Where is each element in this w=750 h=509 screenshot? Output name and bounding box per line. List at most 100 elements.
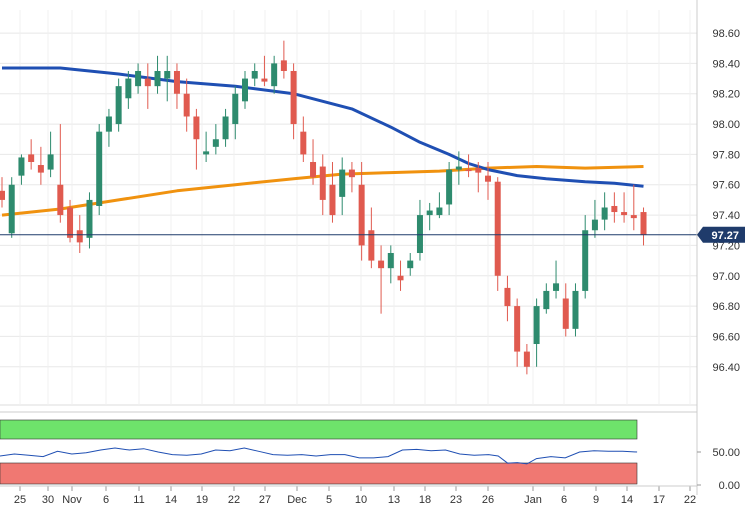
candle [280, 40, 287, 79]
candle-body [475, 168, 482, 173]
current-price-tag-shape [697, 226, 745, 243]
candle [57, 124, 64, 223]
candle [436, 192, 443, 219]
x-tick-label: Jan [524, 494, 542, 506]
candle [183, 78, 190, 132]
candle [426, 202, 433, 231]
candle [251, 63, 258, 87]
y-tick-label: 97.20 [712, 240, 740, 252]
candle [475, 161, 482, 193]
x-tick-label: 9 [593, 494, 599, 506]
candle-body [387, 253, 394, 269]
candle-body [154, 70, 161, 87]
candle-body [37, 165, 44, 173]
candle-body [601, 207, 608, 220]
candle [0, 177, 5, 208]
oversold-zone [0, 462, 638, 485]
candle [115, 78, 122, 132]
candle-body [193, 116, 200, 140]
main-grid [0, 10, 697, 406]
y-tick-label: 96.80 [712, 301, 740, 313]
candle [37, 146, 44, 185]
main-y-axis: 98.60 98.40 98.20 98.00 97.80 97.60 97.40 97.20… [696, 0, 740, 495]
y-tick-label: 98.40 [712, 58, 740, 70]
candle [154, 55, 161, 94]
y-tick-label: 97.40 [712, 210, 740, 222]
candle-body [397, 275, 404, 281]
candle [18, 154, 25, 185]
candle [232, 86, 239, 140]
candle [640, 207, 647, 246]
y-tick-label: 98.00 [712, 119, 740, 131]
x-tick-label: 14 [621, 494, 633, 506]
x-tick-label: 18 [419, 494, 431, 506]
candle-body [446, 169, 453, 205]
candle [630, 184, 637, 231]
x-tick-label: 30 [42, 494, 54, 506]
candle-body [280, 60, 287, 71]
x-tick-label: 5 [326, 494, 332, 506]
candle [446, 161, 453, 216]
candle [465, 154, 472, 178]
candle-body [591, 219, 598, 231]
candle-body [125, 78, 132, 99]
candle [135, 63, 142, 94]
candle-body [329, 184, 336, 216]
candle [533, 298, 540, 367]
candle-body [533, 306, 540, 345]
overbought-zone [0, 419, 638, 440]
current-price-label: 97.27 [711, 230, 739, 242]
candle-body [465, 169, 472, 172]
candle [368, 207, 375, 269]
candle [582, 215, 589, 299]
candle-body [640, 212, 647, 235]
x-tick-label: 22 [228, 494, 240, 506]
candle [96, 124, 103, 216]
candle-body [47, 154, 54, 170]
candle [348, 161, 355, 193]
candle-body [319, 166, 326, 200]
candle [105, 108, 112, 147]
candle-body [348, 169, 355, 178]
candle [47, 131, 54, 178]
candle-body [203, 151, 210, 155]
candle [407, 253, 414, 276]
y-tick-label: 97.60 [712, 180, 740, 192]
candle-body [407, 260, 414, 269]
candle [261, 55, 268, 87]
candle-body [57, 184, 64, 216]
candle [173, 63, 180, 109]
candle-body [251, 70, 258, 79]
candle [523, 344, 530, 375]
x-tick-label: 19 [196, 494, 208, 506]
candle [242, 70, 248, 109]
candle [193, 108, 200, 170]
candle [310, 139, 317, 185]
candle [125, 70, 132, 109]
candle-body [416, 215, 423, 254]
candle-body [18, 157, 25, 176]
candle [504, 275, 511, 322]
candle [572, 283, 579, 337]
candle [543, 283, 550, 314]
candle-body [368, 230, 375, 261]
candle-body [514, 306, 521, 352]
candle [387, 245, 394, 284]
y-tick-label: 98.20 [712, 89, 740, 101]
candle-body [572, 290, 579, 329]
candle [212, 124, 219, 155]
candle [339, 157, 346, 216]
candle [222, 108, 229, 147]
x-tick-label: 6 [561, 494, 567, 506]
candle [416, 199, 423, 261]
candle-body [212, 139, 219, 147]
candle [8, 177, 15, 238]
candle-body [358, 184, 365, 246]
candle [86, 192, 93, 249]
candle-body [144, 78, 151, 87]
candle-body [76, 230, 83, 243]
x-tick-label: Dec [287, 494, 307, 506]
y-tick-label: 98.60 [712, 28, 740, 40]
candle-body [485, 175, 491, 182]
candle-body [28, 154, 35, 162]
